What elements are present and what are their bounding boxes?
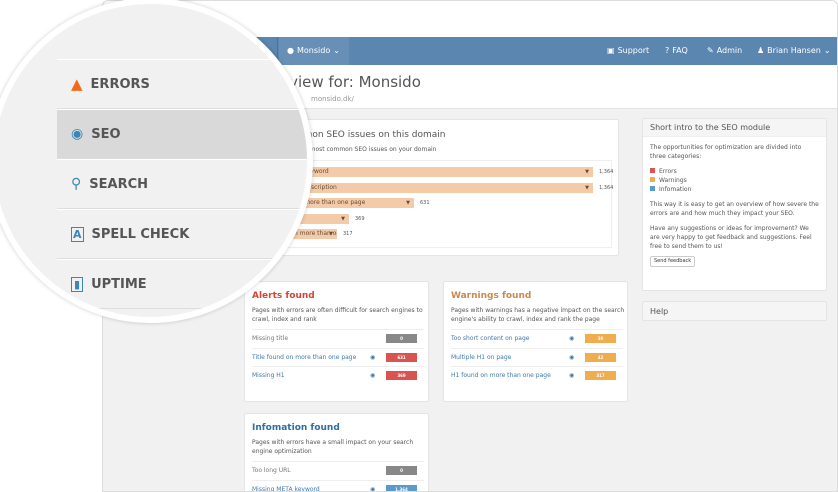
sidebar-item-label: UPTIME — [91, 277, 147, 292]
help-title: Help — [643, 302, 826, 321]
table-row[interactable]: Too short content on page ◉ 30 — [451, 329, 623, 347]
count-badge: 1,364 — [386, 485, 417, 492]
table-row[interactable]: Missing META keyword ◉ 1,364 — [252, 480, 424, 492]
legend: Errors Warnings Infomation — [650, 167, 819, 194]
intro-panel: Short intro to the SEO module The opport… — [642, 118, 827, 291]
sidebar-item-label: SEARCH — [89, 177, 148, 192]
table-row[interactable]: Missing H1 ◉ 369 — [252, 366, 424, 384]
row-label: Missing title — [252, 335, 288, 342]
search-icon: ⚲ — [71, 176, 81, 192]
warnings-title: Warnings found — [451, 291, 531, 301]
intro-title: Short intro to the SEO module — [643, 119, 826, 137]
count-badge: 631 — [386, 353, 417, 362]
eye-icon[interactable]: ◉ — [569, 367, 574, 385]
count-badge: 369 — [386, 371, 417, 380]
eye-icon[interactable]: ◉ — [569, 330, 574, 348]
sidebar-item-label: ERRORS — [91, 77, 150, 92]
issue-count: 631 — [420, 198, 430, 208]
intro-text-2: This way it is easy to get an overview o… — [650, 200, 819, 218]
table-row[interactable]: Title found on more than one page ◉ 631 — [252, 348, 424, 366]
warnings-desc: Pages with warnings has a negative impac… — [451, 306, 626, 324]
legend-errors: Errors — [650, 167, 819, 176]
caret-down-icon: ▼ — [585, 167, 589, 177]
eye-icon[interactable]: ◉ — [370, 367, 375, 385]
chevron-down-icon: ⌄ — [824, 37, 831, 65]
sidebar-item-uptime[interactable]: ▮ UPTIME — [57, 259, 217, 309]
caret-down-icon: ▼ — [585, 183, 589, 193]
legend-info: Infomation — [650, 185, 819, 194]
issue-count: 1,364 — [599, 167, 613, 177]
issue-count: 317 — [343, 229, 353, 239]
wrench-icon: ✎ — [707, 37, 714, 65]
intro-text-3: Have any suggestions or ideas for improv… — [650, 224, 819, 251]
intro-text: The opportunities for optimization are d… — [650, 143, 819, 161]
faq-link[interactable]: ?FAQ — [665, 37, 688, 65]
count-badge: 0 — [386, 466, 417, 475]
count-badge: 0 — [386, 334, 417, 343]
caret-down-icon: ▼ — [406, 198, 410, 208]
chart-icon: ▮ — [71, 277, 83, 292]
info-title: Infomation found — [252, 423, 340, 433]
row-label: Missing META keyword — [252, 486, 320, 492]
chevron-down-icon: ⌄ — [333, 37, 340, 65]
table-row[interactable]: Missing title 0 — [252, 329, 424, 347]
issue-count: 369 — [355, 214, 365, 224]
eye-icon[interactable]: ◉ — [569, 349, 574, 367]
question-icon: ? — [665, 37, 669, 65]
eye-icon[interactable]: ◉ — [370, 349, 375, 367]
user-menu[interactable]: ♟Brian Hansen⌄ — [757, 37, 831, 65]
info-panel: Infomation found Pages with errors have … — [244, 413, 429, 492]
user-icon: ♟ — [757, 37, 764, 65]
info-desc: Pages with errors have a small impact on… — [252, 438, 424, 456]
admin-link[interactable]: ✎Admin — [707, 37, 742, 65]
warnings-panel: Warnings found Pages with warnings has a… — [443, 281, 628, 402]
row-label: Too short content on page — [451, 335, 529, 342]
send-feedback-button[interactable]: Send feedback — [650, 256, 695, 267]
table-row[interactable]: Multiple H1 on page ◉ 42 — [451, 348, 623, 366]
row-label: Multiple H1 on page — [451, 354, 511, 361]
faq-label: FAQ — [672, 37, 688, 65]
sidebar-item-spell-check[interactable]: A SPELL CHECK — [57, 209, 217, 259]
table-row[interactable]: H1 found on more than one page ◉ 317 — [451, 366, 623, 384]
admin-label: Admin — [717, 37, 743, 65]
user-name: Brian Hansen — [767, 37, 821, 65]
warning-icon: ▲ — [71, 75, 83, 93]
eye-icon: ◉ — [71, 126, 83, 142]
caret-down-icon: ▼ — [341, 214, 345, 224]
magnified-sidebar: ▲ ERRORS ◉ SEO ⚲ SEARCH A SPELL CHECK ▮ UPTIME — [0, 0, 313, 323]
row-label: Missing H1 — [252, 372, 285, 379]
help-panel[interactable]: Help — [642, 301, 827, 321]
table-row[interactable]: Too long URL 0 — [252, 461, 424, 479]
count-badge: 317 — [585, 371, 616, 380]
spellcheck-icon: A — [71, 227, 84, 242]
sidebar-item-errors[interactable]: ▲ ERRORS — [57, 59, 217, 109]
medkit-icon: ▣ — [607, 37, 615, 65]
sidebar-item-search[interactable]: ⚲ SEARCH — [57, 159, 217, 209]
eye-icon[interactable]: ◉ — [370, 481, 375, 492]
sidebar-item-seo[interactable]: ◉ SEO — [57, 109, 217, 159]
sidebar-item-label: SPELL CHECK — [92, 227, 190, 242]
support-link[interactable]: ▣Support — [607, 37, 649, 65]
legend-warnings: Warnings — [650, 176, 819, 185]
sidebar-item-label: SEO — [91, 127, 120, 142]
row-label: Title found on more than one page — [252, 354, 356, 361]
row-label: Too long URL — [252, 467, 291, 474]
support-label: Support — [618, 37, 650, 65]
caret-down-icon: ▼ — [329, 229, 333, 239]
row-label: H1 found on more than one page — [451, 372, 551, 379]
issue-count: 1,364 — [599, 183, 613, 193]
page-url: monsido.dk/ — [311, 95, 354, 103]
count-badge: 30 — [585, 334, 616, 343]
count-badge: 42 — [585, 353, 616, 362]
